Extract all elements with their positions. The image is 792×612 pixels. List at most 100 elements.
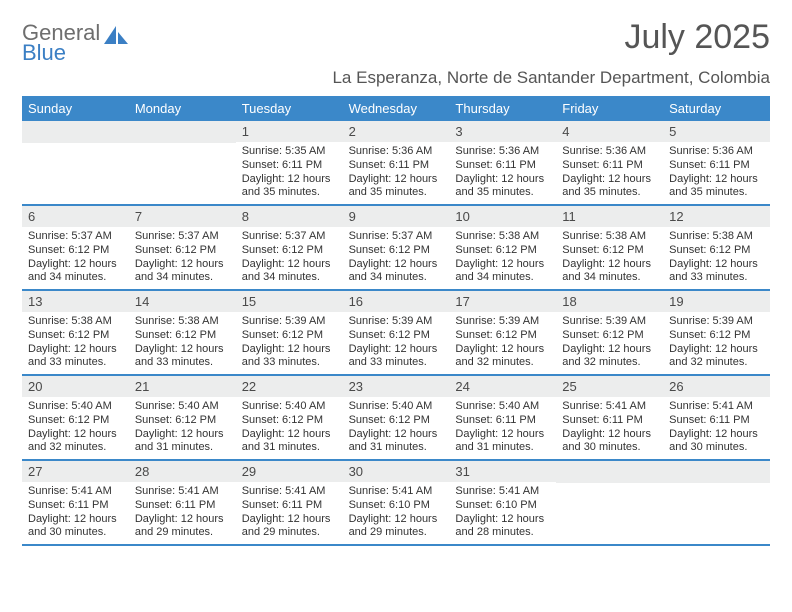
sunrise-text: Sunrise: 5:36 AM — [669, 145, 764, 159]
sunrise-text: Sunrise: 5:38 AM — [562, 230, 657, 244]
sunrise-text: Sunrise: 5:37 AM — [242, 230, 337, 244]
sunset-text: Sunset: 6:12 PM — [135, 329, 230, 343]
day-number: 27 — [22, 461, 129, 482]
daylight-text: Daylight: 12 hours and 32 minutes. — [669, 343, 764, 371]
day-cell: 15Sunrise: 5:39 AMSunset: 6:12 PMDayligh… — [236, 291, 343, 374]
sunset-text: Sunset: 6:11 PM — [455, 414, 550, 428]
sunrise-text: Sunrise: 5:38 AM — [135, 315, 230, 329]
day-number: 1 — [236, 121, 343, 142]
day-details: Sunrise: 5:39 AMSunset: 6:12 PMDaylight:… — [449, 312, 556, 374]
sunrise-text: Sunrise: 5:37 AM — [28, 230, 123, 244]
day-cell: 13 Sunrise: 5:38 AMSunset: 6:12 PMDayligh… — [22, 291, 129, 374]
day-details: Sunrise: 5:37 AMSunset: 6:12 PMDaylight:… — [129, 227, 236, 289]
day-number — [663, 461, 770, 483]
sunset-text: Sunset: 6:10 PM — [455, 499, 550, 513]
sunrise-text: Sunrise: 5:38 AM — [669, 230, 764, 244]
day-details: Sunrise: 5:40 AMSunset: 6:12 PMDaylight:… — [22, 397, 129, 459]
sunset-text: Sunset: 6:11 PM — [242, 159, 337, 173]
day-cell: 22Sunrise: 5:40 AMSunset: 6:12 PMDayligh… — [236, 376, 343, 459]
weeks-container: 1Sunrise: 5:35 AMSunset: 6:11 PMDaylight… — [22, 121, 770, 546]
sunset-text: Sunset: 6:12 PM — [242, 244, 337, 258]
day-number: 5 — [663, 121, 770, 142]
sunrise-text: Sunrise: 5:41 AM — [669, 400, 764, 414]
daylight-text: Daylight: 12 hours and 32 minutes. — [455, 343, 550, 371]
daylight-text: Daylight: 12 hours and 33 minutes. — [28, 343, 123, 371]
day-cell: 7Sunrise: 5:37 AMSunset: 6:12 PMDaylight… — [129, 206, 236, 289]
sunset-text: Sunset: 6:12 PM — [242, 414, 337, 428]
daylight-text: Daylight: 12 hours and 33 minutes. — [349, 343, 444, 371]
day-cell: 20Sunrise: 5:40 AMSunset: 6:12 PMDayligh… — [22, 376, 129, 459]
day-number: 13 — [22, 291, 129, 312]
daylight-text: Daylight: 12 hours and 31 minutes. — [349, 428, 444, 456]
sunrise-text: Sunrise: 5:39 AM — [669, 315, 764, 329]
sunset-text: Sunset: 6:11 PM — [242, 499, 337, 513]
sail-icon — [104, 26, 130, 48]
sunset-text: Sunset: 6:11 PM — [455, 159, 550, 173]
day-details: Sunrise: 5:36 AMSunset: 6:11 PMDaylight:… — [663, 142, 770, 204]
sunset-text: Sunset: 6:12 PM — [669, 244, 764, 258]
col-thursday: Thursday — [449, 96, 556, 121]
day-details: Sunrise: 5:41 AMSunset: 6:10 PMDaylight:… — [343, 482, 450, 544]
daylight-text: Daylight: 12 hours and 33 minutes. — [242, 343, 337, 371]
sunrise-text: Sunrise: 5:37 AM — [349, 230, 444, 244]
sunrise-text: Sunrise: 5:39 AM — [455, 315, 550, 329]
sunset-text: Sunset: 6:12 PM — [349, 329, 444, 343]
col-wednesday: Wednesday — [343, 96, 450, 121]
sunrise-text: Sunrise: 5:41 AM — [562, 400, 657, 414]
day-cell: 10Sunrise: 5:38 AMSunset: 6:12 PMDayligh… — [449, 206, 556, 289]
header: General Blue July 2025 — [22, 18, 770, 64]
day-details: Sunrise: 5:41 AMSunset: 6:11 PMDaylight:… — [22, 482, 129, 544]
sunrise-text: Sunrise: 5:38 AM — [28, 315, 123, 329]
day-details: Sunrise: 5:35 AMSunset: 6:11 PMDaylight:… — [236, 142, 343, 204]
day-number: 11 — [556, 206, 663, 227]
daylight-text: Daylight: 12 hours and 34 minutes. — [562, 258, 657, 286]
sunset-text: Sunset: 6:12 PM — [562, 244, 657, 258]
day-number: 30 — [343, 461, 450, 482]
col-friday: Friday — [556, 96, 663, 121]
sunset-text: Sunset: 6:12 PM — [455, 329, 550, 343]
sunset-text: Sunset: 6:12 PM — [349, 414, 444, 428]
daylight-text: Daylight: 12 hours and 35 minutes. — [242, 173, 337, 201]
page-title: July 2025 — [624, 18, 770, 57]
day-number: 22 — [236, 376, 343, 397]
day-number: 20 — [22, 376, 129, 397]
day-number: 28 — [129, 461, 236, 482]
daylight-text: Daylight: 12 hours and 33 minutes. — [135, 343, 230, 371]
day-details: Sunrise: 5:40 AMSunset: 6:12 PMDaylight:… — [129, 397, 236, 459]
sunrise-text: Sunrise: 5:41 AM — [349, 485, 444, 499]
daylight-text: Daylight: 12 hours and 28 minutes. — [455, 513, 550, 541]
day-cell: 21Sunrise: 5:40 AMSunset: 6:12 PMDayligh… — [129, 376, 236, 459]
day-details: Sunrise: 5:36 AMSunset: 6:11 PMDaylight:… — [556, 142, 663, 204]
day-details: Sunrise: 5:39 AMSunset: 6:12 PMDaylight:… — [343, 312, 450, 374]
sunset-text: Sunset: 6:12 PM — [562, 329, 657, 343]
col-sunday: Sunday — [22, 96, 129, 121]
daylight-text: Daylight: 12 hours and 31 minutes. — [455, 428, 550, 456]
day-number: 26 — [663, 376, 770, 397]
sunset-text: Sunset: 6:12 PM — [135, 244, 230, 258]
week-row: 1Sunrise: 5:35 AMSunset: 6:11 PMDaylight… — [22, 121, 770, 206]
day-cell: 12Sunrise: 5:38 AMSunset: 6:12 PMDayligh… — [663, 206, 770, 289]
day-cell: 19Sunrise: 5:39 AMSunset: 6:12 PMDayligh… — [663, 291, 770, 374]
daylight-text: Daylight: 12 hours and 35 minutes. — [669, 173, 764, 201]
day-cell — [556, 461, 663, 544]
sunset-text: Sunset: 6:12 PM — [135, 414, 230, 428]
day-details: Sunrise: 5:41 AMSunset: 6:11 PMDaylight:… — [663, 397, 770, 459]
sunset-text: Sunset: 6:11 PM — [28, 499, 123, 513]
day-cell: 31Sunrise: 5:41 AMSunset: 6:10 PMDayligh… — [449, 461, 556, 544]
day-details: Sunrise: 5:37 AMSunset: 6:12 PMDaylight:… — [236, 227, 343, 289]
week-row: 13Sunrise: 5:38 AMSunset: 6:12 PMDayligh… — [22, 291, 770, 376]
day-details: Sunrise: 5:38 AMSunset: 6:12 PMDaylight:… — [129, 312, 236, 374]
sunset-text: Sunset: 6:12 PM — [28, 329, 123, 343]
sunrise-text: Sunrise: 5:35 AM — [242, 145, 337, 159]
day-cell: 25Sunrise: 5:41 AMSunset: 6:11 PMDayligh… — [556, 376, 663, 459]
sunset-text: Sunset: 6:11 PM — [349, 159, 444, 173]
sunset-text: Sunset: 6:12 PM — [455, 244, 550, 258]
day-cell: 23Sunrise: 5:40 AMSunset: 6:12 PMDayligh… — [343, 376, 450, 459]
col-monday: Monday — [129, 96, 236, 121]
day-details: Sunrise: 5:38 AMSunset: 6:12 PMDaylight:… — [449, 227, 556, 289]
daylight-text: Daylight: 12 hours and 30 minutes. — [28, 513, 123, 541]
sunset-text: Sunset: 6:11 PM — [135, 499, 230, 513]
day-cell: 5Sunrise: 5:36 AMSunset: 6:11 PMDaylight… — [663, 121, 770, 204]
day-number: 21 — [129, 376, 236, 397]
day-cell: 6Sunrise: 5:37 AMSunset: 6:12 PMDaylight… — [22, 206, 129, 289]
